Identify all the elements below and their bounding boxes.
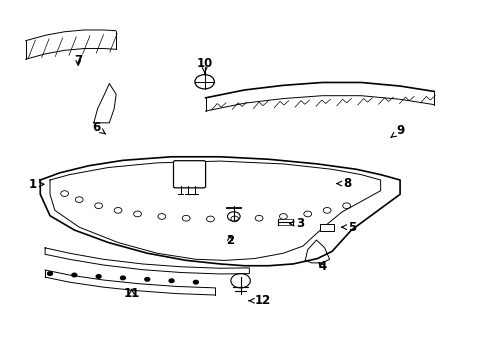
Text: 1: 1 bbox=[29, 178, 44, 191]
Text: 10: 10 bbox=[196, 57, 212, 73]
Circle shape bbox=[47, 272, 52, 275]
Circle shape bbox=[144, 278, 149, 281]
Text: 6: 6 bbox=[92, 121, 105, 134]
Circle shape bbox=[96, 275, 101, 278]
Text: 7: 7 bbox=[74, 54, 82, 67]
Text: 4: 4 bbox=[318, 260, 326, 273]
Text: 12: 12 bbox=[248, 294, 270, 307]
Circle shape bbox=[169, 279, 174, 283]
Text: 13: 13 bbox=[183, 161, 200, 174]
FancyBboxPatch shape bbox=[173, 161, 205, 188]
Text: 8: 8 bbox=[336, 177, 351, 190]
Bar bbox=[319, 224, 334, 231]
Circle shape bbox=[193, 280, 198, 284]
Circle shape bbox=[120, 276, 125, 280]
Text: 9: 9 bbox=[390, 124, 404, 138]
Text: 5: 5 bbox=[341, 221, 356, 234]
Text: 2: 2 bbox=[225, 234, 233, 247]
Circle shape bbox=[72, 273, 77, 277]
Text: 11: 11 bbox=[123, 287, 140, 300]
Text: 3: 3 bbox=[289, 217, 304, 230]
